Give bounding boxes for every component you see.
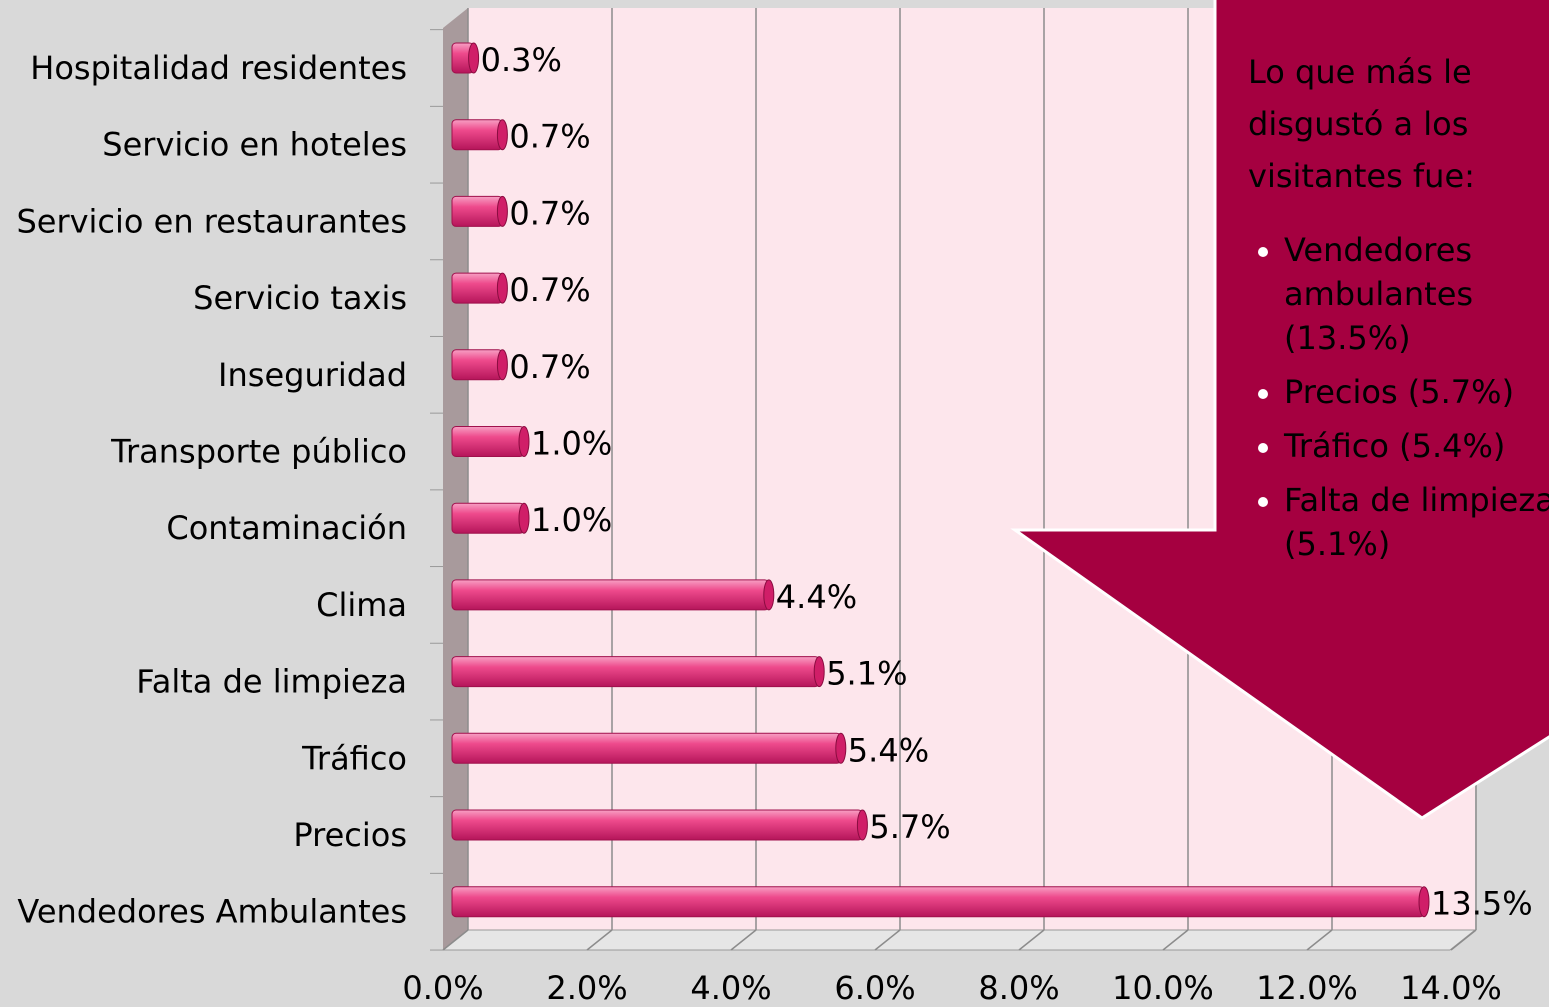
grid-line [1162,929,1189,951]
x-tick-label: 2.0% [546,969,627,1007]
y-tick-label: Clima [316,586,407,624]
bar [451,732,842,764]
y-tick-label: Transporte público [110,433,407,471]
bar [451,119,503,151]
grid-line [730,929,757,951]
x-tick-label: 6.0% [834,969,915,1007]
data-label: 0.7% [509,271,590,309]
y-tick-label: Hospitalidad residentes [30,49,407,87]
y-tick-label: Servicio en hoteles [102,126,407,164]
data-label: 0.3% [481,41,562,79]
callout-bullet: ambulantes [1284,275,1473,313]
bullet-dot [1258,443,1268,453]
bar [451,656,820,688]
x-tick-label: 8.0% [978,969,1059,1007]
y-tick-label: Falta de limpieza [136,663,407,701]
y-tick-label: Inseguridad [218,356,407,394]
bar-cap [468,42,480,74]
bar [451,426,525,457]
bar [451,195,503,227]
x-tick-label: 14.0% [1400,969,1502,1007]
callout-arrow [1010,0,1549,820]
data-label: 5.7% [869,808,950,846]
bar-cap [518,426,530,457]
bar-cap [1418,886,1430,918]
y-tick-label: Contaminación [166,509,407,547]
bar-cap [518,502,530,534]
bar [451,809,863,841]
side-wall [443,8,468,950]
data-label: 1.0% [531,501,612,539]
callout-bullet: (5.1%) [1284,525,1390,563]
x-tick-label: 12.0% [1256,969,1358,1007]
data-label: 0.7% [509,194,590,232]
callout-title: visitantes fue: [1248,157,1475,195]
bar-cap [835,732,847,764]
grid-line [1306,929,1333,951]
y-tick-label: Precios [293,816,407,854]
bar [451,886,1425,918]
data-label: 4.4% [776,578,857,616]
bar [451,502,525,534]
grid-line [586,929,613,951]
bar [451,349,503,381]
bar-cap [496,272,508,304]
bar-cap [856,809,868,841]
callout-bullet: Vendedores [1284,231,1472,269]
callout-bullet: (13.5%) [1284,319,1411,357]
data-label: 0.7% [509,118,590,156]
y-tick-label: Vendedores Ambulantes [17,893,407,931]
callout-bullet: Precios (5.7%) [1284,373,1514,411]
grid-line [442,929,469,951]
grid-line [1018,929,1045,951]
data-label: 13.5% [1431,885,1533,923]
bar [451,272,503,304]
data-label: 5.4% [848,731,929,769]
x-tick-label: 0.0% [402,969,483,1007]
x-tick-label: 10.0% [1112,969,1214,1007]
bullet-dot [1258,389,1268,399]
y-tick-label: Servicio en restaurantes [16,202,407,240]
y-tick-label: Servicio taxis [193,279,407,317]
bullet-dot [1258,497,1268,507]
callout-bullet: Tráfico (5.4%) [1283,427,1505,465]
y-tick-label: Tráfico [301,739,407,777]
callout-title: disgustó a los [1248,105,1468,143]
callout-title: Lo que más le [1248,53,1472,91]
x-tick-label: 4.0% [690,969,771,1007]
bar [451,579,770,611]
grid-line [1450,929,1477,951]
bar-cap [496,119,508,151]
bar-cap [813,656,825,688]
bar-cap [496,195,508,227]
callout-bullet: Falta de limpieza [1284,481,1549,519]
data-label: 0.7% [509,348,590,386]
grid-line [874,929,901,951]
data-label: 1.0% [531,425,612,463]
data-label: 5.1% [826,655,907,693]
bar-cap [496,349,508,381]
bullet-dot [1258,247,1268,257]
bar-cap [763,579,775,611]
